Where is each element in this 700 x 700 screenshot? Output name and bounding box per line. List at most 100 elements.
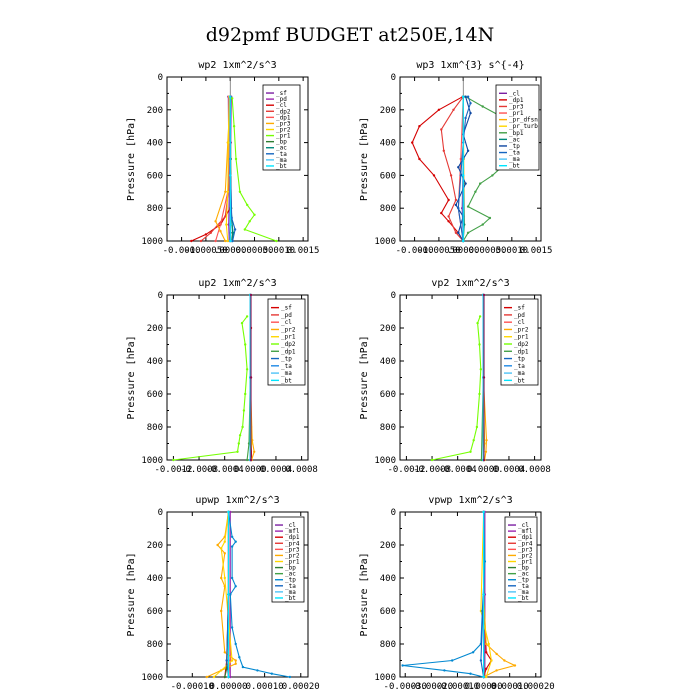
data-point: [234, 157, 238, 161]
legend-label: _tp: [281, 356, 292, 363]
legend-label: _pr3: [276, 120, 291, 127]
data-point: [462, 174, 465, 177]
legend-label: _pr1: [509, 110, 524, 117]
x-tick-label: 0.0008: [518, 465, 551, 475]
y-tick-label: 0: [158, 73, 163, 83]
chart-panel-5: upwp 1xm^2/s^3 Pressure [hPa] 0 200 400 600 80…: [126, 495, 320, 692]
data-point: [242, 409, 246, 412]
y-tick-label: 200: [380, 541, 396, 551]
legend-label: _cl: [514, 319, 525, 326]
data-point: [234, 540, 237, 543]
legend-label: _ta: [285, 583, 296, 590]
legend-label: _ac: [285, 571, 296, 578]
data-point: [475, 425, 479, 429]
y-tick-label: 0: [391, 291, 396, 301]
y-tick-label: 1000: [374, 673, 396, 683]
data-point: [464, 182, 467, 185]
data-point: [418, 157, 421, 161]
y-tick-label: 800: [147, 204, 163, 214]
legend-label: _bt: [514, 377, 525, 384]
legend-label: _ma: [514, 370, 525, 377]
data-point: [430, 458, 434, 462]
data-point: [457, 231, 460, 234]
data-point: [229, 675, 232, 679]
data-point: [464, 95, 467, 98]
data-point: [479, 368, 482, 371]
legend-label: _tp: [514, 356, 525, 363]
data-point: [485, 642, 488, 646]
chart-panel-1: wp2 1xm^2/s^3 Pressure [hPa] 0 200 400 600 800…: [126, 60, 319, 256]
data-point: [223, 651, 226, 654]
data-point: [466, 231, 470, 234]
y-tick-label: 800: [147, 640, 163, 650]
data-point: [226, 239, 229, 243]
data-point: [459, 157, 462, 161]
legend: _cl_dp1_pr3_pr1_pr_dfsn_pr_turb_bp1_ac_t…: [495, 84, 540, 171]
legend-label: _pr2: [285, 552, 300, 559]
y-tick-label: 0: [391, 73, 396, 83]
legend-label: _pr_dfsn: [509, 117, 538, 124]
data-point: [469, 450, 472, 453]
y-tick-label: 600: [147, 607, 163, 617]
legend-label: _cl: [285, 522, 296, 529]
legend-label: _ta: [281, 363, 292, 370]
data-point: [462, 95, 465, 98]
data-point: [482, 293, 486, 297]
data-point: [224, 239, 227, 243]
y-tick-label: 600: [147, 171, 163, 181]
data-point: [503, 659, 506, 662]
data-point: [205, 675, 208, 679]
data-point: [478, 315, 482, 318]
data-point: [442, 149, 445, 152]
y-tick-label: 0: [158, 508, 163, 518]
legend-label: _pr1: [285, 559, 300, 566]
y-axis-label: Pressure [hPa]: [359, 552, 370, 636]
legend-label: _bt: [276, 163, 287, 170]
legend: _cl_mfl_dp1_pr4_pr3_pr2_pr1_bp_ac_tp_ta_…: [504, 516, 538, 603]
y-tick-label: 400: [380, 139, 396, 149]
x-tick-label: 0.00020: [282, 682, 320, 692]
legend-label: _ta: [514, 363, 525, 370]
legend: _sf_pd_cl_pr2_pr1_dp2_dp1_tp_ta_ma_bt: [500, 298, 539, 386]
legend-label: _pr2: [281, 326, 296, 333]
x-tick-label: -0.0010: [163, 246, 201, 256]
data-point: [241, 425, 244, 429]
legend-label: _ma: [518, 589, 529, 596]
x-tick-label: 0.0004: [260, 465, 293, 475]
data-point: [225, 659, 228, 662]
data-point: [411, 141, 414, 144]
legend-label: _pr_turb: [509, 123, 538, 130]
legend-label: _ta: [518, 583, 529, 590]
legend-label: _dp2: [281, 341, 296, 348]
data-point: [466, 205, 470, 208]
y-tick-label: 600: [147, 390, 163, 400]
data-point: [466, 149, 470, 152]
data-point: [472, 439, 475, 442]
data-point: [245, 315, 249, 318]
data-point: [219, 223, 222, 226]
x-tick-label: 0.00050: [469, 246, 507, 256]
x-tick-label: -0.0004: [439, 465, 477, 475]
chart-panel-3: up2 1xm^2/s^3 Pressure [hPa] 0 200 400 600 800…: [126, 278, 318, 475]
data-point: [452, 108, 455, 112]
legend-label: _pr4: [285, 540, 300, 547]
legend-label: _pr2: [276, 127, 291, 134]
data-point: [247, 442, 251, 445]
legend-label: _bp1: [509, 130, 524, 137]
data-point: [481, 223, 484, 226]
legend: _sf_pd_cl_dp2_dp1_pr3_pr2_pr1_bp_ac_ta_m…: [262, 84, 301, 171]
legend-label: _ta: [276, 151, 287, 158]
y-tick-label: 800: [380, 204, 396, 214]
data-point: [199, 239, 203, 243]
x-tick-label: 0.0000: [467, 465, 500, 475]
data-point: [245, 368, 249, 371]
data-point: [232, 125, 236, 128]
y-tick-label: 800: [380, 640, 396, 650]
legend-label: _pd: [514, 312, 525, 319]
y-tick-label: 400: [380, 574, 396, 584]
y-tick-label: 1000: [141, 673, 163, 683]
legend-label: _cl: [509, 90, 520, 97]
legend-label: _ma: [509, 156, 520, 163]
y-axis-label: Pressure [hPa]: [359, 335, 370, 419]
data-point: [224, 190, 227, 193]
